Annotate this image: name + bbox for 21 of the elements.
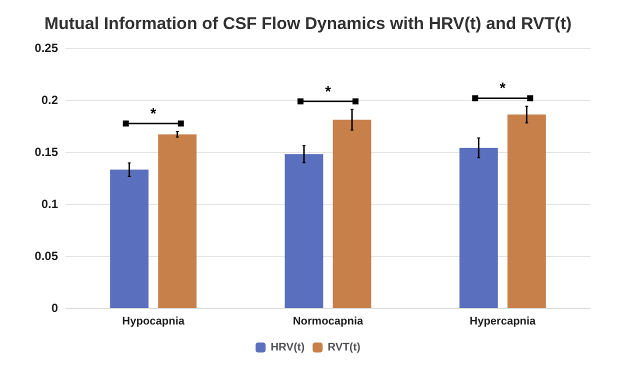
bar [110,170,149,308]
x-tick-label: Normocapnia [292,316,364,328]
bar [332,120,372,308]
bar [459,148,498,308]
x-tick-label: Hypocapnia [122,316,186,328]
annotation: * [325,83,332,100]
legend-label: HRV(t) [270,342,305,354]
chart-title: Mutual Information of CSF Flow Dynamics with HRV(t) and RVT(t) [44,14,572,33]
y-tick-label: 0.05 [34,249,58,263]
y-tick-label: 0.25 [34,41,58,55]
y-tick-label: 0.2 [41,93,58,107]
y-tick-label: 0 [51,301,58,315]
bar [284,154,324,308]
annotation: * [150,106,156,123]
y-tick-label: 0.15 [34,145,58,159]
bar [507,114,546,308]
annotation: * [500,80,506,98]
x-tick-label: Hypercapnia [470,316,537,328]
y-tick-label: 0.1 [41,197,58,211]
legend-label: RVT(t) [328,342,361,354]
bar [158,134,197,308]
